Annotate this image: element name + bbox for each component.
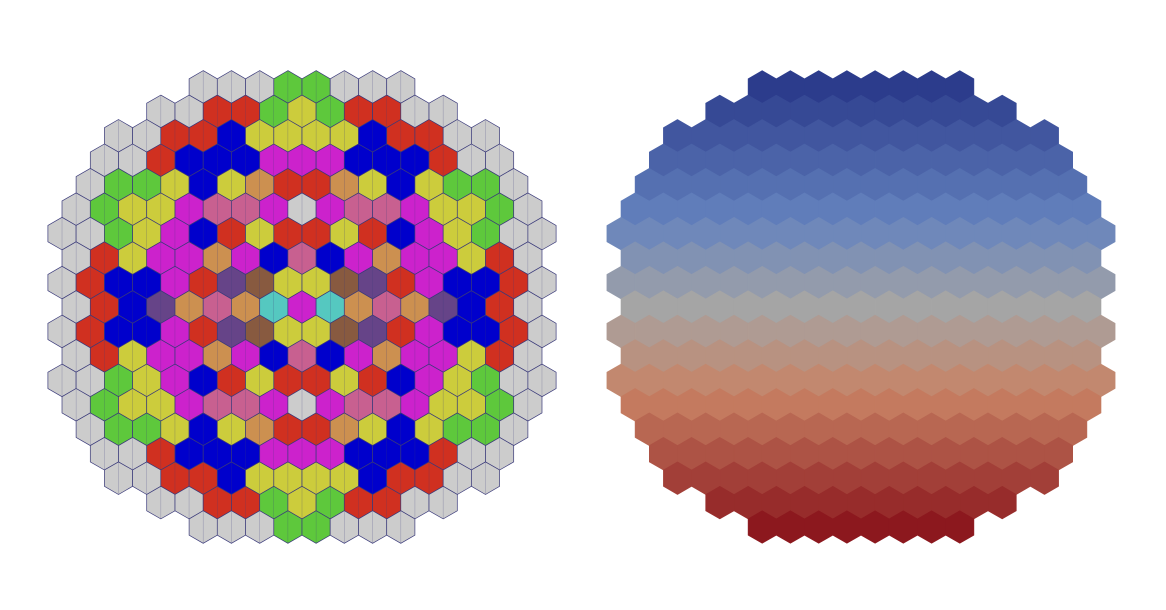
- hex-cell: [945, 510, 975, 544]
- gradient-hex-map: [606, 70, 1116, 544]
- colored-hex-map: [47, 70, 557, 544]
- hex-cell: [987, 485, 1017, 520]
- hex-cell: [1030, 461, 1059, 495]
